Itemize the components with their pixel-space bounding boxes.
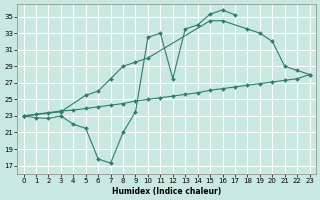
X-axis label: Humidex (Indice chaleur): Humidex (Indice chaleur) — [112, 187, 221, 196]
